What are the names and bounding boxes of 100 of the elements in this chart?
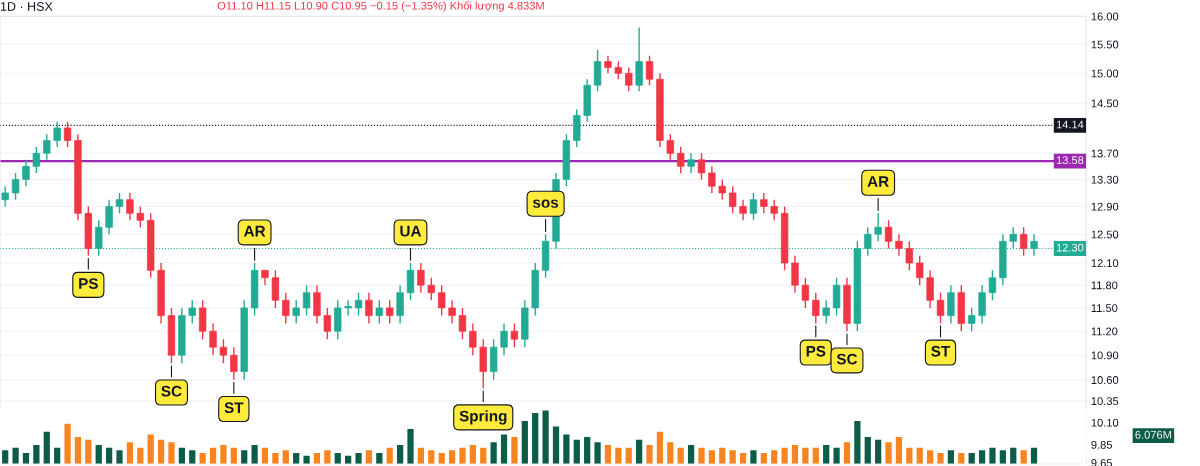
candlestick (469, 322, 477, 356)
bar (636, 439, 643, 464)
bar (573, 439, 580, 464)
candlestick (749, 192, 758, 221)
bar (293, 453, 300, 464)
bar (989, 447, 996, 464)
y-tick-label: 12.10 (1091, 259, 1119, 268)
bar (22, 453, 30, 464)
annotation: SC (161, 385, 182, 397)
candlestick (302, 284, 311, 317)
y-tick-label: 9.65 (1091, 459, 1113, 466)
bar (147, 434, 154, 464)
candlestick (354, 291, 363, 317)
annotation: UA (400, 225, 422, 237)
bar (656, 431, 664, 464)
candlestick (988, 269, 997, 301)
candlestick (718, 178, 726, 201)
candlestick (22, 159, 30, 187)
candlestick (230, 346, 238, 381)
y-tick-label: 11.80 (1091, 281, 1118, 290)
bar (85, 439, 92, 464)
bar (490, 442, 497, 464)
candlestick (53, 120, 61, 148)
candlestick (936, 291, 945, 325)
bar (189, 450, 196, 464)
bar (958, 453, 965, 464)
bar (199, 453, 206, 464)
candlestick (812, 291, 820, 325)
candlestick (884, 219, 893, 250)
bar (1030, 447, 1038, 464)
ref-line-label: 12.30 (1056, 243, 1084, 252)
annotation: AR (243, 225, 266, 237)
bar (906, 447, 913, 464)
bar (480, 447, 487, 464)
y-tick-label: 12.90 (1091, 202, 1119, 211)
bar (646, 445, 653, 464)
bar (563, 434, 570, 464)
candlestick (292, 299, 300, 325)
bar (833, 447, 840, 464)
bar (448, 450, 456, 464)
bar (625, 447, 632, 464)
candlestick (43, 133, 51, 161)
bar (947, 450, 955, 464)
candlestick (1019, 226, 1028, 257)
bar (116, 450, 123, 464)
bar (209, 447, 217, 464)
y-tick-label: 16.00 (1091, 12, 1119, 21)
text: 6.076M (1135, 430, 1172, 439)
bar (126, 442, 134, 464)
bar (1010, 447, 1017, 464)
candlestick (687, 152, 695, 174)
candlestick (417, 262, 425, 294)
bar (178, 447, 185, 464)
bar (854, 421, 861, 464)
bar (771, 450, 778, 464)
bar (791, 445, 799, 464)
bar (885, 442, 892, 464)
bar (812, 447, 819, 464)
candlestick (947, 284, 955, 325)
bar (521, 421, 528, 464)
candlestick (334, 299, 342, 340)
bar (542, 410, 549, 464)
y-tick-label: 11.50 (1091, 304, 1118, 313)
bar (999, 450, 1006, 464)
bar (594, 442, 601, 464)
bar (968, 453, 975, 464)
candlestick (770, 198, 778, 221)
bar (137, 447, 144, 464)
bar (43, 431, 50, 464)
candlestick (728, 185, 737, 215)
candlestick (1, 185, 9, 208)
candlestick (323, 307, 332, 340)
bar (823, 445, 830, 464)
bar (230, 447, 237, 464)
bar (438, 453, 445, 464)
bar (282, 450, 289, 464)
candlestick (697, 152, 706, 181)
candlestick (822, 299, 830, 325)
bar (272, 453, 279, 464)
bar (739, 453, 747, 464)
bar (802, 447, 809, 464)
candlestick (708, 165, 716, 194)
bar (760, 453, 767, 464)
candlestick (115, 192, 124, 215)
bar (334, 453, 341, 464)
ref-line-label: 14.14 (1056, 120, 1084, 129)
bar (64, 423, 71, 464)
candlestick (739, 198, 747, 221)
y-tick-label: 10.10 (1091, 418, 1119, 427)
annotation: SC (836, 353, 858, 365)
candlestick (458, 307, 467, 340)
bar (261, 447, 269, 464)
bar (552, 426, 560, 464)
candlestick (978, 284, 986, 325)
annotation: Spring (459, 410, 507, 425)
candlestick (188, 299, 196, 325)
bar (12, 447, 19, 464)
candlestick (510, 322, 519, 348)
bar (386, 447, 393, 464)
candlestick (219, 338, 228, 365)
